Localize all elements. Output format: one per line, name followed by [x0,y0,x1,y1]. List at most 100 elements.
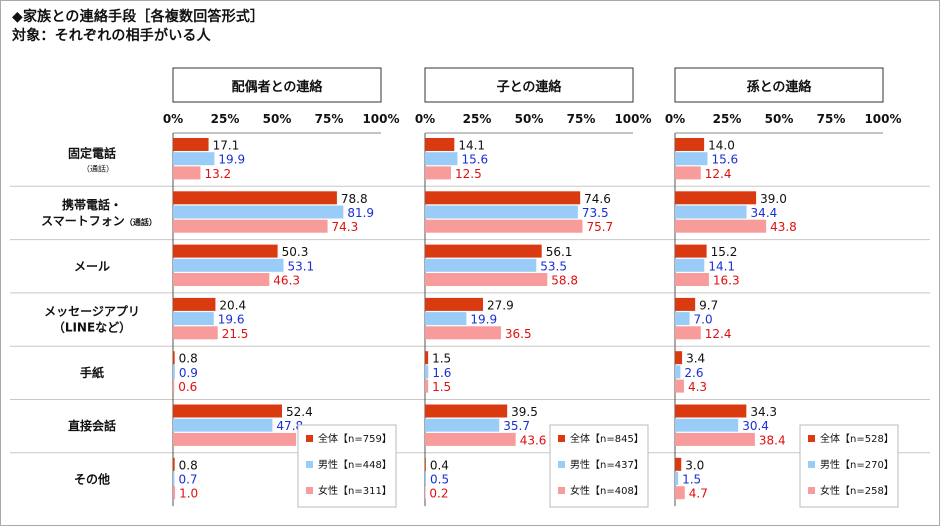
bar-male [425,365,429,379]
bar-female [425,486,426,500]
data-label-female: 46.3 [273,274,300,288]
legend-label-all: 全体【n=528】 [820,432,894,445]
x-tick-label: 25% [463,112,492,126]
category-label: 直接会話 [68,418,116,433]
data-label-all: 17.1 [213,139,240,153]
x-tick-label: 25% [211,112,240,126]
legend-swatch-female [808,487,815,494]
data-label-female: 12.4 [705,167,732,181]
legend-box [297,424,397,508]
data-label-male: 19.9 [470,313,497,327]
data-label-female: 21.5 [222,327,249,341]
bar-male [675,312,690,326]
bar-female [675,326,701,340]
bar-all [173,351,175,365]
x-tick-label: 50% [515,112,544,126]
x-tick-label: 0% [665,112,685,126]
panel-title-box [674,67,884,103]
data-label-female: 43.8 [770,220,797,234]
chart-title: ◆家族との連絡手段［各複数回答形式］ [12,9,265,25]
data-label-male: 1.6 [432,366,451,380]
legend-label-male: 男性【n=448】 [318,458,392,471]
bar-male [173,312,214,326]
bar-male [675,418,739,432]
panel-title: 子との連絡 [497,79,563,95]
bar-female [173,486,176,500]
data-label-male: 1.5 [682,473,701,487]
bar-male [173,365,175,379]
data-label-all: 78.8 [341,192,368,206]
data-label-male: 14.1 [708,259,735,273]
legend-swatch-female [306,487,313,494]
bar-male [675,365,681,379]
panel-title: 孫との連絡 [747,79,813,95]
bar-male [675,205,747,219]
category-label-line2: （LINEなど） [53,320,131,335]
data-label-male: 34.4 [751,206,778,220]
data-label-all: 39.0 [760,192,787,206]
data-label-all: 1.5 [432,352,451,366]
bar-all [675,244,707,258]
data-label-all: 50.3 [282,245,309,259]
data-label-male: 73.5 [582,206,609,220]
bar-all [173,191,337,205]
bar-female [173,219,328,233]
data-label-male: 35.7 [503,419,530,433]
bar-all [173,404,282,418]
data-label-male: 0.5 [430,473,449,487]
category-label: その他 [74,471,110,486]
data-label-female: 1.0 [179,487,198,501]
bar-female [425,273,548,286]
data-label-female: 0.6 [178,380,197,394]
bar-all [173,244,278,258]
data-label-female: 12.5 [455,167,482,181]
data-label-female: 58.8 [551,274,578,288]
data-label-female: 0.2 [429,487,448,501]
legend-label-female: 女性【n=311】 [318,484,392,497]
bar-all [675,191,757,205]
bar-male [425,418,500,432]
bar-all [425,138,455,151]
data-label-female: 13.2 [204,167,231,181]
data-label-male: 7.0 [694,313,713,327]
data-label-male: 47.8 [276,419,303,433]
category-label-line2: スマートフォン（通話） [41,214,157,228]
data-label-male: 19.6 [218,313,245,327]
legend-swatch-all [306,435,313,442]
data-label-all: 56.1 [546,245,573,259]
bar-all [675,351,683,365]
bar-female [675,486,685,500]
bar-female [173,379,175,393]
data-label-male: 53.5 [540,259,567,273]
bar-female [173,273,270,286]
bar-female [173,326,218,340]
data-label-all: 14.0 [708,139,735,153]
panel-title-box [172,67,382,103]
category-label: 手紙 [80,365,104,380]
data-label-all: 52.4 [286,405,313,419]
data-label-male: 30.4 [742,419,769,433]
x-tick-label: 75% [567,112,596,126]
bar-female [675,379,684,393]
legend-label-female: 女性【n=408】 [570,484,644,497]
panel-title-box [424,67,634,103]
bar-male [425,205,578,219]
data-label-all: 39.5 [511,405,538,419]
data-label-male: 53.1 [287,259,314,273]
data-label-male: 81.9 [347,206,374,220]
data-label-female: 1.5 [432,380,451,394]
legend-label-male: 男性【n=270】 [820,458,894,471]
x-tick-label: 0% [163,112,183,126]
bar-all [675,138,705,151]
category-sublabel: （通話） [82,164,114,174]
bar-male [173,152,215,166]
legend-label-female: 女性【n=258】 [820,484,894,497]
legend-swatch-female [558,487,565,494]
legend-label-male: 男性【n=437】 [570,458,644,471]
data-label-all: 15.2 [711,245,738,259]
bar-female [425,166,451,180]
legend-swatch-all [808,435,815,442]
bar-female [173,432,297,446]
